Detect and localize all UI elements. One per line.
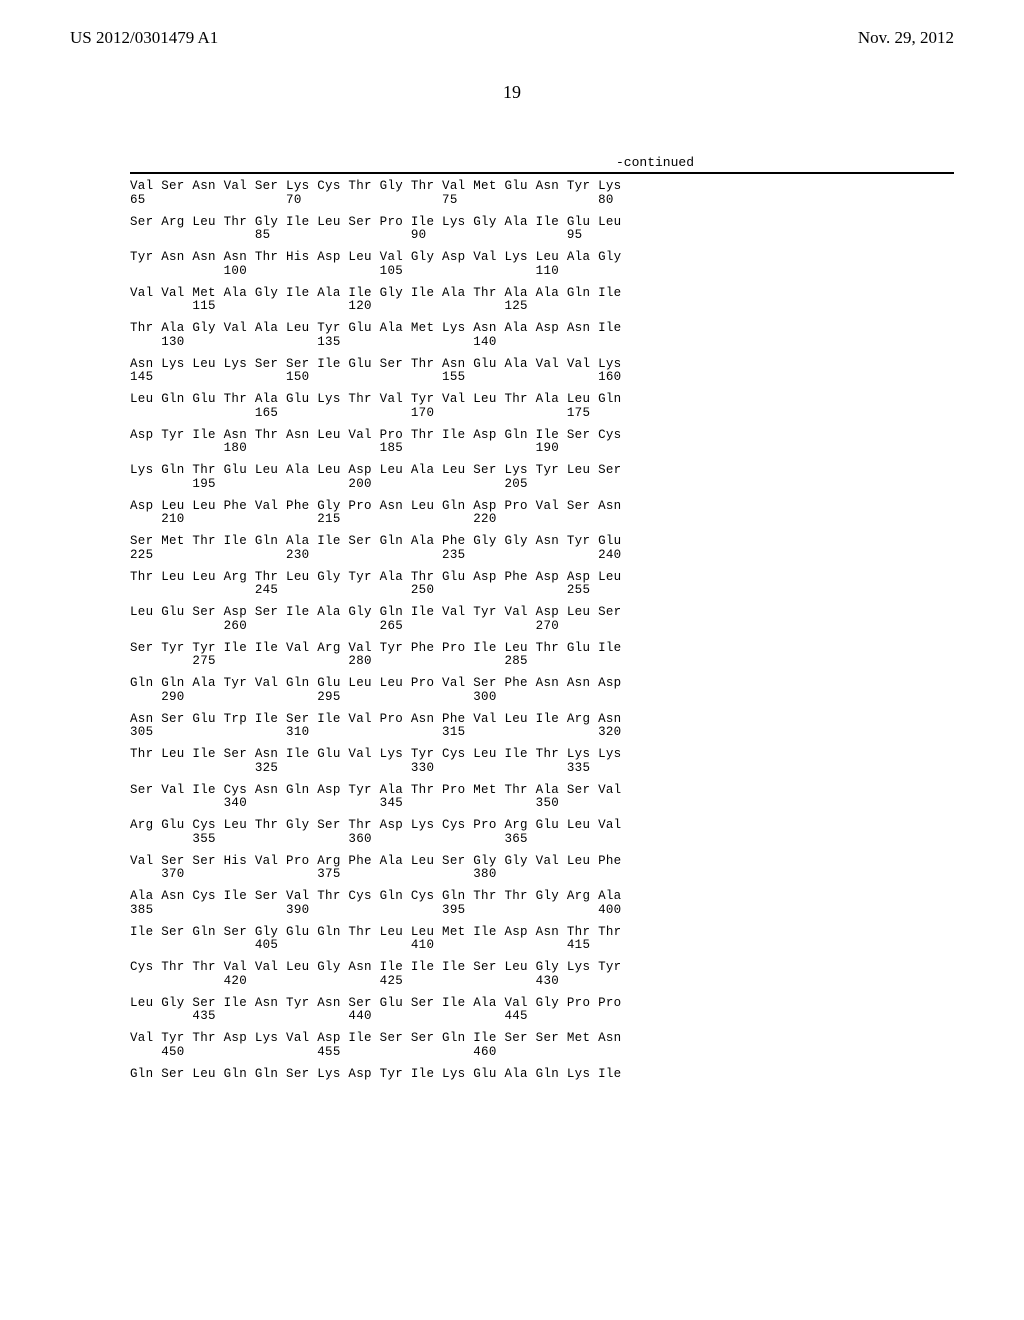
- position-line: 65 70 75 80: [130, 194, 1024, 208]
- position-line: 245 250 255: [130, 584, 1024, 598]
- sequence-row: Gln Gln Ala Tyr Val Gln Glu Leu Leu Pro …: [130, 677, 1024, 705]
- residue-line: Tyr Asn Asn Asn Thr His Asp Leu Val Gly …: [130, 251, 1024, 265]
- sequence-row: Ser Met Thr Ile Gln Ala Ile Ser Gln Ala …: [130, 535, 1024, 563]
- sequence-row: Ile Ser Gln Ser Gly Glu Gln Thr Leu Leu …: [130, 926, 1024, 954]
- publication-number: US 2012/0301479 A1: [70, 28, 218, 48]
- position-line: 340 345 350: [130, 797, 1024, 811]
- position-line: 210 215 220: [130, 513, 1024, 527]
- sequence-listing: Val Ser Asn Val Ser Lys Cys Thr Gly Thr …: [0, 180, 1024, 1081]
- sequence-row: Val Ser Ser His Val Pro Arg Phe Ala Leu …: [130, 855, 1024, 883]
- position-line: 275 280 285: [130, 655, 1024, 669]
- residue-line: Gln Gln Ala Tyr Val Gln Glu Leu Leu Pro …: [130, 677, 1024, 691]
- residue-line: Gln Ser Leu Gln Gln Ser Lys Asp Tyr Ile …: [130, 1068, 1024, 1082]
- residue-line: Asp Tyr Ile Asn Thr Asn Leu Val Pro Thr …: [130, 429, 1024, 443]
- residue-line: Ser Met Thr Ile Gln Ala Ile Ser Gln Ala …: [130, 535, 1024, 549]
- position-line: 145 150 155 160: [130, 371, 1024, 385]
- position-line: 420 425 430: [130, 975, 1024, 989]
- residue-line: Thr Leu Ile Ser Asn Ile Glu Val Lys Tyr …: [130, 748, 1024, 762]
- position-line: 290 295 300: [130, 691, 1024, 705]
- page-number: 19: [0, 82, 1024, 103]
- sequence-row: Val Ser Asn Val Ser Lys Cys Thr Gly Thr …: [130, 180, 1024, 208]
- residue-line: Ala Asn Cys Ile Ser Val Thr Cys Gln Cys …: [130, 890, 1024, 904]
- sequence-row: Lys Gln Thr Glu Leu Ala Leu Asp Leu Ala …: [130, 464, 1024, 492]
- residue-line: Arg Glu Cys Leu Thr Gly Ser Thr Asp Lys …: [130, 819, 1024, 833]
- sequence-row: Tyr Asn Asn Asn Thr His Asp Leu Val Gly …: [130, 251, 1024, 279]
- residue-line: Leu Gly Ser Ile Asn Tyr Asn Ser Glu Ser …: [130, 997, 1024, 1011]
- continued-label: -continued: [0, 155, 1024, 170]
- sequence-row: Val Val Met Ala Gly Ile Ala Ile Gly Ile …: [130, 287, 1024, 315]
- residue-line: Leu Gln Glu Thr Ala Glu Lys Thr Val Tyr …: [130, 393, 1024, 407]
- sequence-row: Leu Gly Ser Ile Asn Tyr Asn Ser Glu Ser …: [130, 997, 1024, 1025]
- residue-line: Val Val Met Ala Gly Ile Ala Ile Gly Ile …: [130, 287, 1024, 301]
- residue-line: Thr Ala Gly Val Ala Leu Tyr Glu Ala Met …: [130, 322, 1024, 336]
- sequence-row: Ser Tyr Tyr Ile Ile Val Arg Val Tyr Phe …: [130, 642, 1024, 670]
- sequence-row: Asp Tyr Ile Asn Thr Asn Leu Val Pro Thr …: [130, 429, 1024, 457]
- sequence-row: Val Tyr Thr Asp Lys Val Asp Ile Ser Ser …: [130, 1032, 1024, 1060]
- position-line: 195 200 205: [130, 478, 1024, 492]
- sequence-row: Thr Leu Leu Arg Thr Leu Gly Tyr Ala Thr …: [130, 571, 1024, 599]
- residue-line: Val Ser Asn Val Ser Lys Cys Thr Gly Thr …: [130, 180, 1024, 194]
- residue-line: Cys Thr Thr Val Val Leu Gly Asn Ile Ile …: [130, 961, 1024, 975]
- position-line: 325 330 335: [130, 762, 1024, 776]
- position-line: 305 310 315 320: [130, 726, 1024, 740]
- sequence-row: Asp Leu Leu Phe Val Phe Gly Pro Asn Leu …: [130, 500, 1024, 528]
- publication-date: Nov. 29, 2012: [858, 28, 954, 48]
- residue-line: Ser Val Ile Cys Asn Gln Asp Tyr Ala Thr …: [130, 784, 1024, 798]
- position-line: 450 455 460: [130, 1046, 1024, 1060]
- residue-line: Lys Gln Thr Glu Leu Ala Leu Asp Leu Ala …: [130, 464, 1024, 478]
- position-line: 405 410 415: [130, 939, 1024, 953]
- sequence-row: Gln Ser Leu Gln Gln Ser Lys Asp Tyr Ile …: [130, 1068, 1024, 1082]
- sequence-row: Leu Glu Ser Asp Ser Ile Ala Gly Gln Ile …: [130, 606, 1024, 634]
- sequence-row: Asn Ser Glu Trp Ile Ser Ile Val Pro Asn …: [130, 713, 1024, 741]
- sequence-row: Ser Arg Leu Thr Gly Ile Leu Ser Pro Ile …: [130, 216, 1024, 244]
- position-line: 100 105 110: [130, 265, 1024, 279]
- sequence-row: Thr Ala Gly Val Ala Leu Tyr Glu Ala Met …: [130, 322, 1024, 350]
- residue-line: Ile Ser Gln Ser Gly Glu Gln Thr Leu Leu …: [130, 926, 1024, 940]
- residue-line: Val Tyr Thr Asp Lys Val Asp Ile Ser Ser …: [130, 1032, 1024, 1046]
- residue-line: Val Ser Ser His Val Pro Arg Phe Ala Leu …: [130, 855, 1024, 869]
- position-line: 130 135 140: [130, 336, 1024, 350]
- position-line: 180 185 190: [130, 442, 1024, 456]
- position-line: 85 90 95: [130, 229, 1024, 243]
- sequence-row: Thr Leu Ile Ser Asn Ile Glu Val Lys Tyr …: [130, 748, 1024, 776]
- sequence-row: Cys Thr Thr Val Val Leu Gly Asn Ile Ile …: [130, 961, 1024, 989]
- residue-line: Ser Arg Leu Thr Gly Ile Leu Ser Pro Ile …: [130, 216, 1024, 230]
- residue-line: Thr Leu Leu Arg Thr Leu Gly Tyr Ala Thr …: [130, 571, 1024, 585]
- sequence-row: Arg Glu Cys Leu Thr Gly Ser Thr Asp Lys …: [130, 819, 1024, 847]
- residue-line: Asn Lys Leu Lys Ser Ser Ile Glu Ser Thr …: [130, 358, 1024, 372]
- sequence-row: Ala Asn Cys Ile Ser Val Thr Cys Gln Cys …: [130, 890, 1024, 918]
- residue-line: Asn Ser Glu Trp Ile Ser Ile Val Pro Asn …: [130, 713, 1024, 727]
- sequence-divider: [130, 172, 954, 174]
- position-line: 165 170 175: [130, 407, 1024, 421]
- position-line: 225 230 235 240: [130, 549, 1024, 563]
- sequence-row: Leu Gln Glu Thr Ala Glu Lys Thr Val Tyr …: [130, 393, 1024, 421]
- residue-line: Leu Glu Ser Asp Ser Ile Ala Gly Gln Ile …: [130, 606, 1024, 620]
- position-line: 435 440 445: [130, 1010, 1024, 1024]
- position-line: 260 265 270: [130, 620, 1024, 634]
- position-line: 355 360 365: [130, 833, 1024, 847]
- position-line: 370 375 380: [130, 868, 1024, 882]
- residue-line: Asp Leu Leu Phe Val Phe Gly Pro Asn Leu …: [130, 500, 1024, 514]
- sequence-row: Asn Lys Leu Lys Ser Ser Ile Glu Ser Thr …: [130, 358, 1024, 386]
- document-header: US 2012/0301479 A1 Nov. 29, 2012: [0, 0, 1024, 48]
- position-line: 115 120 125: [130, 300, 1024, 314]
- residue-line: Ser Tyr Tyr Ile Ile Val Arg Val Tyr Phe …: [130, 642, 1024, 656]
- sequence-row: Ser Val Ile Cys Asn Gln Asp Tyr Ala Thr …: [130, 784, 1024, 812]
- position-line: 385 390 395 400: [130, 904, 1024, 918]
